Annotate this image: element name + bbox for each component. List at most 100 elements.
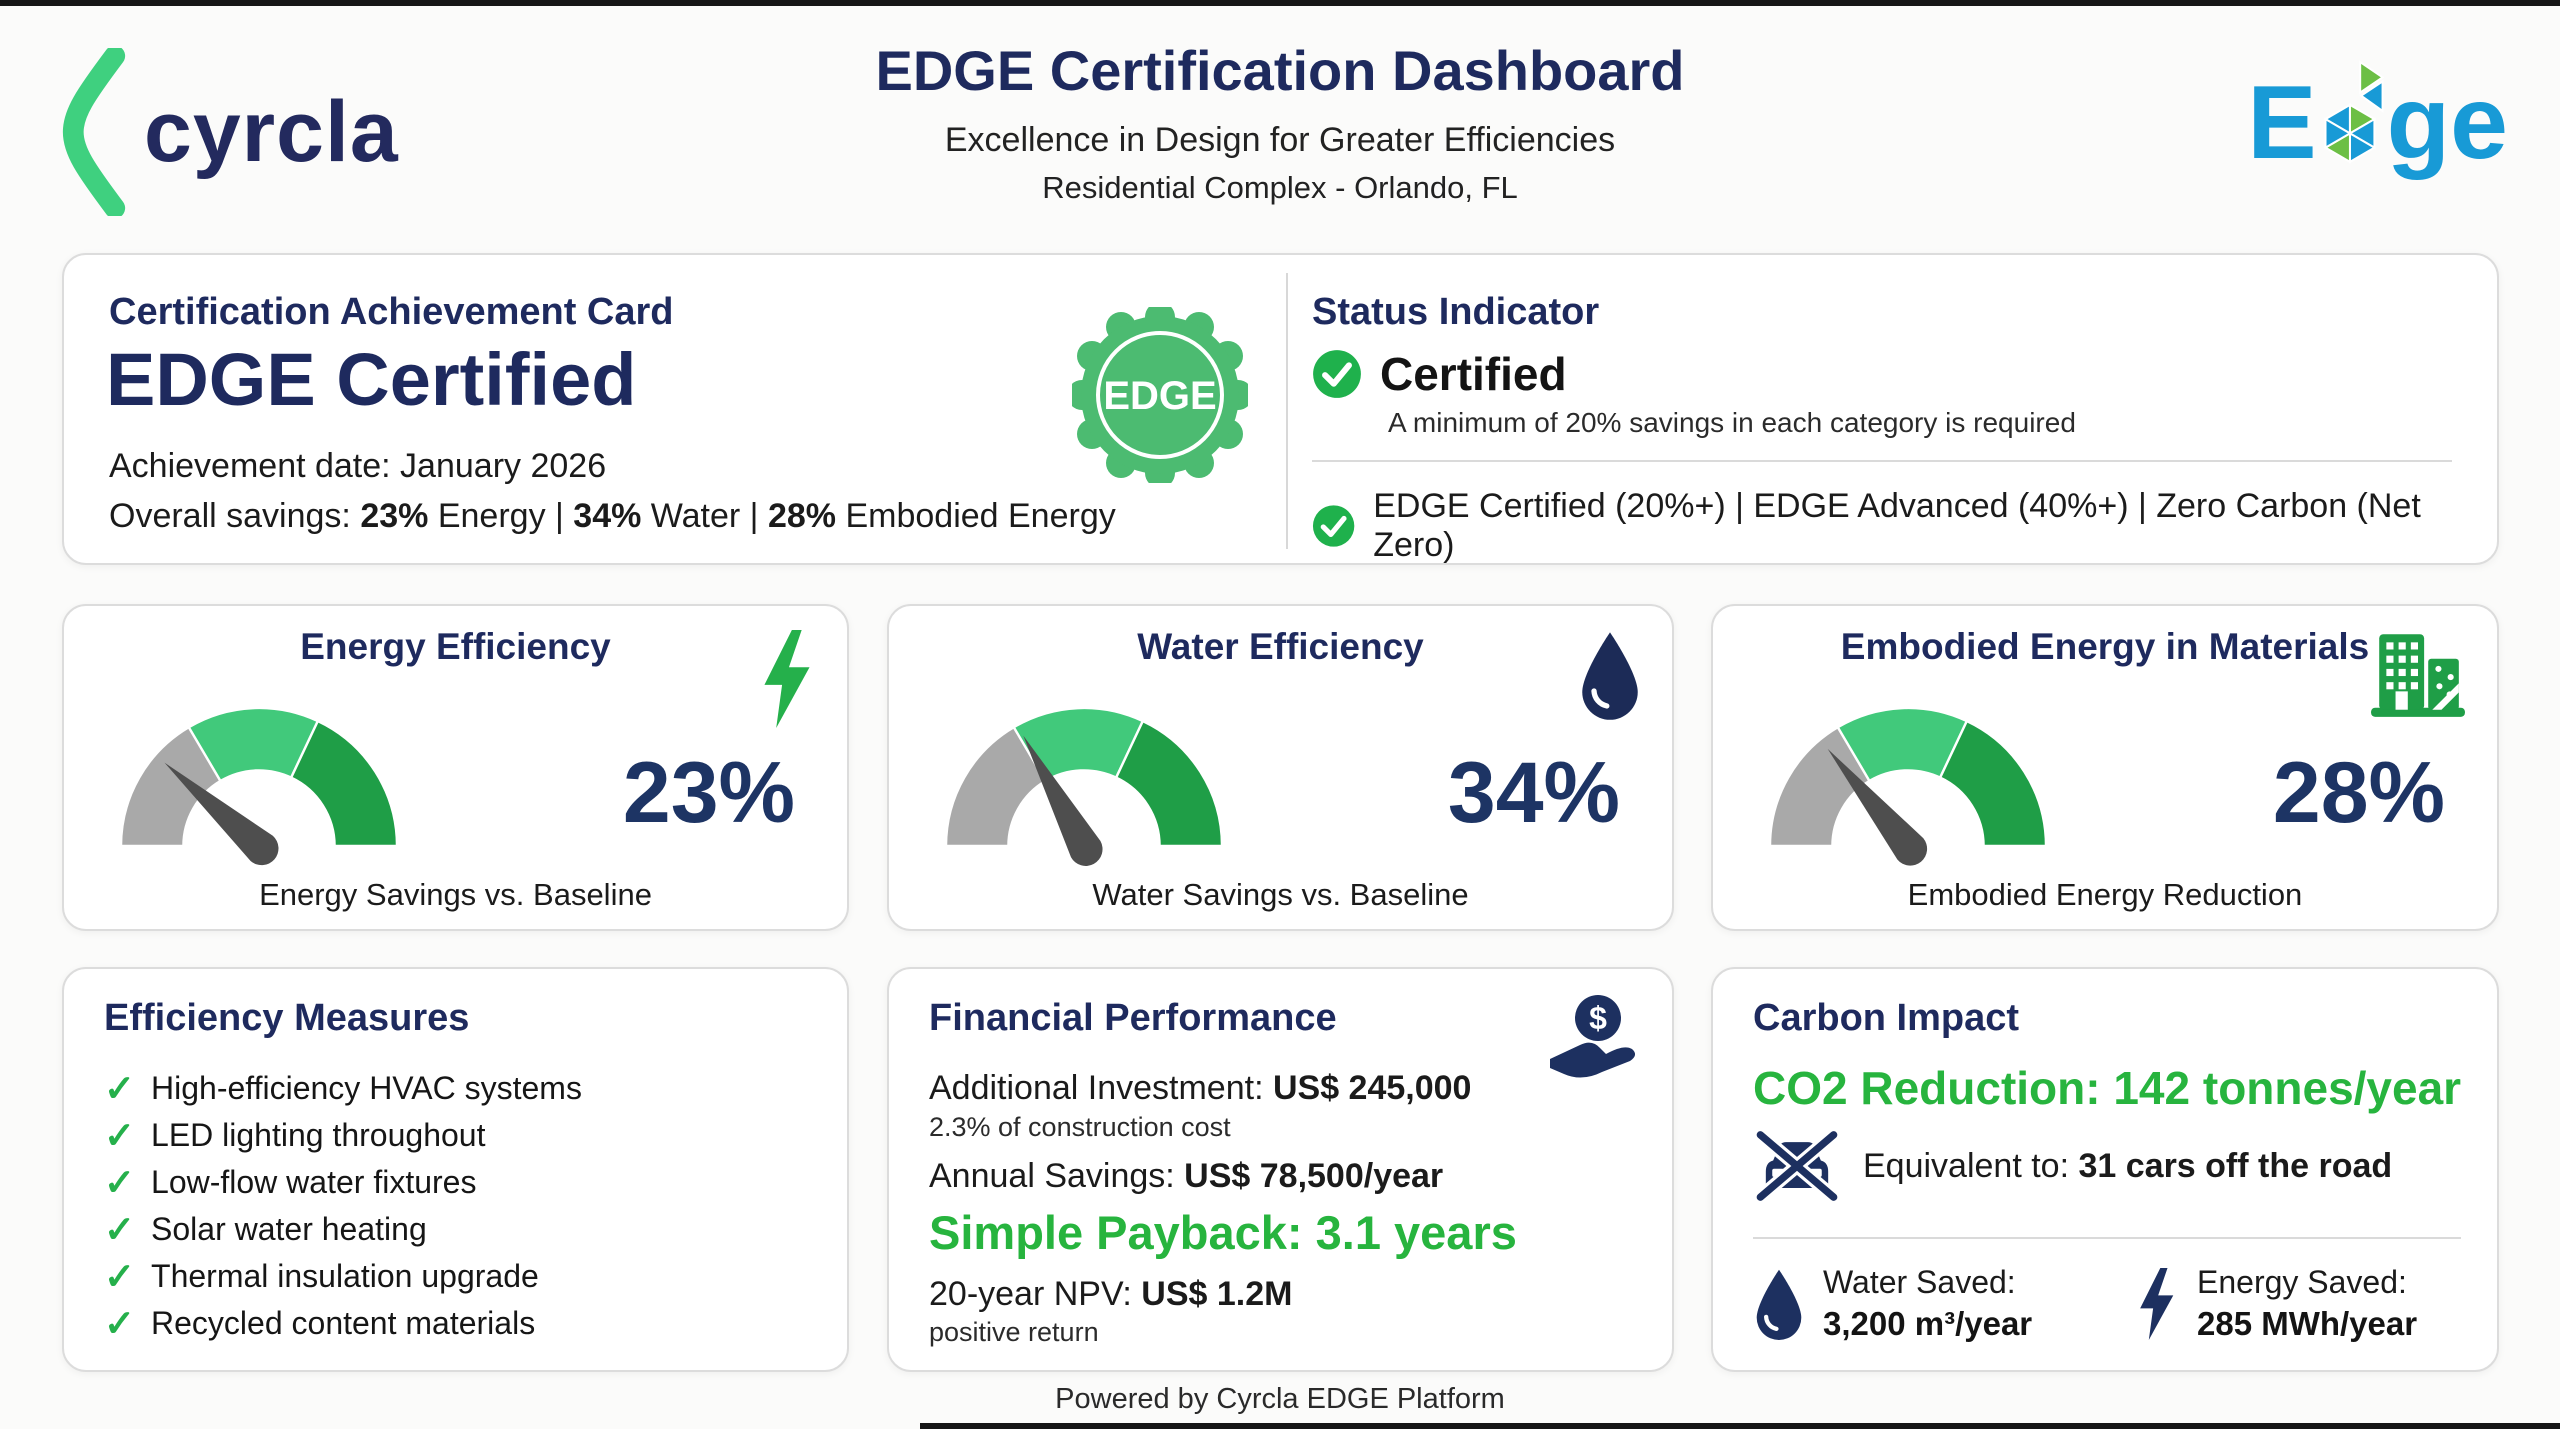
list-item: ✓ Thermal insulation upgrade (104, 1256, 539, 1297)
check-icon: ✓ (104, 1209, 136, 1250)
water-gauge-value: 34% (1447, 745, 1620, 841)
embodied-gauge (1768, 706, 2048, 866)
water-gauge (944, 706, 1224, 866)
co2-reduction-line: CO2 Reduction: 142 tonnes/year (1753, 1062, 2462, 1114)
status-state: Certified (1380, 348, 1567, 400)
crossed-car-icon (1753, 1127, 1841, 1205)
check-circle-icon (1313, 350, 1361, 398)
svg-text:$: $ (1589, 1000, 1607, 1036)
water-saved-value: 3,200 m³/year (1823, 1305, 2033, 1342)
water-gauge-caption: Water Savings vs. Baseline (1092, 877, 1469, 912)
cyrcla-wordmark: cyrcla (144, 83, 399, 180)
top-black-bar (0, 0, 2560, 6)
status-indicator-section: Status Indicator Certified A minimum of … (1312, 255, 2492, 565)
bottom-black-bar (920, 1423, 2560, 1429)
lightning-bolt-icon (764, 630, 810, 728)
list-item: ✓ High-efficiency HVAC systems (104, 1068, 582, 1109)
financial-performance-card: Financial Performance $ Additional Inves… (887, 967, 1674, 1372)
check-icon: ✓ (104, 1115, 136, 1156)
overall-energy-value: 23% (360, 497, 429, 535)
cars-equivalent-row: Equivalent to: 31 cars off the road (1753, 1127, 2392, 1205)
energy-saved-block: Energy Saved: 285 MWh/year (2133, 1264, 2417, 1343)
cars-equivalent-text: Equivalent to: 31 cars off the road (1863, 1146, 2393, 1185)
overall-embodied-value: 28% (767, 497, 837, 535)
annual-savings-line: Annual Savings: US$ 78,500/year (929, 1157, 1444, 1195)
water-saved-block: Water Saved: 3,200 m³/year (1753, 1264, 2032, 1343)
status-levels-row: EDGE Certified (20%+) | EDGE Advanced (4… (1312, 487, 2492, 565)
status-note: A minimum of 20% savings in each categor… (1388, 407, 2076, 438)
status-divider (1312, 460, 2452, 462)
page-location: Residential Complex - Orlando, FL (1042, 170, 1518, 205)
npv-value: US$ 1.2M (1141, 1275, 1293, 1313)
energy-gauge (119, 706, 399, 866)
achievement-title: EDGE Certified (106, 338, 637, 421)
edge-logo-e: E (2247, 64, 2317, 181)
energy-saved-label: Energy Saved: (2197, 1264, 2407, 1300)
embodied-energy-card: Embodied Energy in Materials 28% Embodie… (1711, 604, 2499, 931)
npv-line: 20-year NPV: US$ 1.2M (929, 1275, 1293, 1313)
list-item: ✓ LED lighting throughout (104, 1115, 486, 1156)
status-certified-row: Certified (1312, 347, 1567, 401)
edge-logo-d-icon (2323, 60, 2385, 164)
efficiency-measures-card: Efficiency Measures ✓ High-efficiency HVA… (62, 967, 849, 1372)
embodied-card-title: Embodied Energy in Materials (1840, 626, 2370, 667)
energy-saved-value: 285 MWh/year (2197, 1305, 2418, 1342)
page-subtitle: Excellence in Design for Greater Efficie… (944, 121, 1616, 159)
annual-savings-value: US$ 78,500/year (1184, 1157, 1444, 1195)
list-item: ✓ Recycled content materials (104, 1303, 536, 1344)
energy-gauge-caption: Energy Savings vs. Baseline (259, 877, 652, 912)
status-levels: EDGE Certified (20%+) | EDGE Advanced (4… (1373, 487, 2421, 564)
energy-card-title: Energy Efficiency (300, 626, 611, 667)
water-saved-label: Water Saved: (1823, 1264, 2016, 1300)
cyrcla-chevron-icon (62, 48, 126, 216)
carbon-divider (1753, 1237, 2461, 1239)
dollar-hand-icon: $ (1550, 995, 1636, 1078)
investment-note: 2.3% of construction cost (929, 1112, 1231, 1142)
list-item: ✓ Low-flow water fixtures (104, 1162, 477, 1203)
list-item: ✓ Solar water heating (104, 1209, 427, 1250)
overall-savings-label: Overall savings: (109, 497, 361, 535)
cyrcla-logo: cyrcla (58, 48, 399, 216)
investment-value: US$ 245,000 (1272, 1069, 1472, 1107)
check-icon: ✓ (104, 1303, 136, 1344)
top-card-divider (1286, 273, 1288, 549)
green-buildings-icon (2371, 634, 2465, 717)
energy-efficiency-card: Energy Efficiency 23% Energy Savings vs.… (62, 604, 849, 931)
npv-note: positive return (929, 1317, 1099, 1347)
edge-badge-text: EDGE (1103, 374, 1216, 418)
embodied-gauge-value: 28% (2272, 745, 2445, 841)
energy-gauge-value: 23% (622, 745, 795, 841)
check-icon: ✓ (104, 1162, 136, 1203)
overall-water-value: 34% (573, 497, 642, 535)
payback-line: Simple Payback: 3.1 years (929, 1206, 1517, 1259)
edge-badge-icon: EDGE (1072, 307, 1248, 483)
achievement-card-label: Certification Achievement Card (109, 291, 674, 333)
header: EDGE Certification Dashboard Excellence … (0, 0, 2560, 206)
achievement-date: Achievement date: January 2026 (109, 447, 607, 485)
water-droplet-icon (1756, 1269, 1802, 1340)
measures-list: ✓ High-efficiency HVAC systems ✓ LED light… (104, 1065, 582, 1347)
check-icon: ✓ (104, 1068, 136, 1109)
water-efficiency-card: Water Efficiency 34% Water Savings vs. B… (887, 604, 1674, 931)
certification-achievement-card: Certification Achievement Card EDGE Cert… (62, 253, 2499, 565)
footer-text: Powered by Cyrcla EDGE Platform (1055, 1383, 1505, 1415)
status-heading: Status Indicator (1312, 291, 1600, 333)
check-circle-icon (1312, 505, 1355, 547)
carbon-impact-card: Carbon Impact CO2 Reduction: 142 tonnes/… (1711, 967, 2499, 1372)
embodied-gauge-caption: Embodied Energy Reduction (1907, 877, 2303, 912)
water-droplet-icon (1582, 632, 1638, 720)
financial-title: Financial Performance (929, 997, 1337, 1039)
water-card-title: Water Efficiency (1137, 626, 1424, 667)
check-icon: ✓ (104, 1256, 136, 1297)
lightning-bolt-icon (2140, 1267, 2174, 1340)
cars-equivalent-value: 31 cars off the road (2078, 1146, 2393, 1185)
page-title: EDGE Certification Dashboard (875, 39, 1685, 102)
edge-logo: E ge (2247, 60, 2508, 181)
carbon-title: Carbon Impact (1753, 997, 2020, 1039)
gauge-needle (164, 762, 279, 866)
overall-savings-line: Overall savings: 23% Energy | 34% Water … (109, 497, 1116, 535)
measures-title: Efficiency Measures (104, 997, 470, 1039)
gauge-needle (1827, 748, 1928, 866)
edge-logo-ge: ge (2386, 64, 2508, 181)
gauge-needle (1023, 735, 1103, 866)
